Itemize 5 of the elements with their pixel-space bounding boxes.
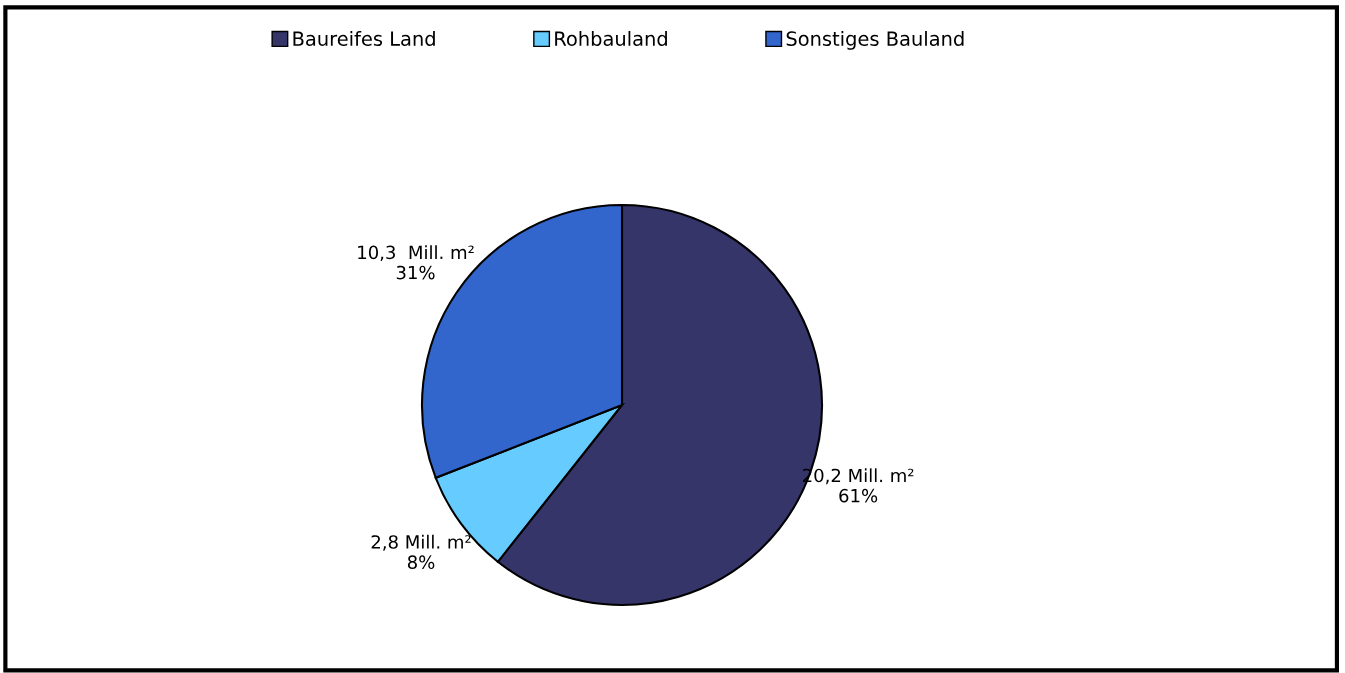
data-label: 2,8 Mill. m² 8% — [371, 534, 471, 570]
legend-label: Baureifes Land — [293, 30, 435, 47]
legend-label: Sonstiges Bauland — [786, 30, 964, 50]
data-label: 10,3 Mill. m² 31% — [358, 245, 474, 280]
legend-label: Rohbauland — [555, 30, 667, 47]
